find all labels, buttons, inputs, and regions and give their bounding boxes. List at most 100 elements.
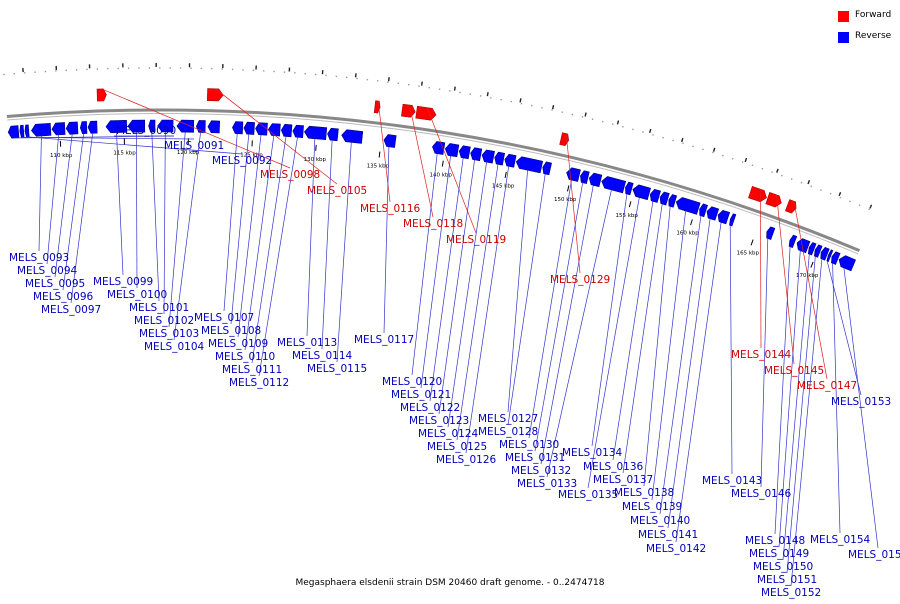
gene-mels-0111[interactable] bbox=[281, 124, 292, 137]
gene-mels-0091[interactable] bbox=[20, 125, 24, 137]
gene-label-mels-0155[interactable]: MELS_0155 bbox=[848, 549, 900, 561]
gene-mels-0106[interactable] bbox=[208, 121, 220, 133]
gene-mels-0092[interactable] bbox=[25, 125, 29, 137]
gene-label-mels-0130[interactable]: MELS_0130 bbox=[499, 439, 559, 451]
gene-label-mels-0118[interactable]: MELS_0118 bbox=[403, 218, 463, 230]
gene-label-mels-0121[interactable]: MELS_0121 bbox=[391, 389, 451, 401]
gene-label-mels-0091[interactable]: MELS_0091 bbox=[164, 140, 224, 152]
gene-label-mels-0092[interactable]: MELS_0092 bbox=[212, 155, 272, 167]
gene-mels-0124[interactable] bbox=[482, 150, 495, 163]
gene-label-mels-0135[interactable]: MELS_0135 bbox=[558, 489, 618, 501]
gene-label-mels-0152[interactable]: MELS_0152 bbox=[761, 587, 821, 599]
gene-mels-0119[interactable] bbox=[416, 106, 436, 120]
gene-label-mels-0123[interactable]: MELS_0123 bbox=[409, 415, 469, 427]
gene-mels-0098[interactable] bbox=[97, 89, 106, 101]
gene-label-mels-0098[interactable]: MELS_0098 bbox=[260, 169, 320, 181]
gene-label-mels-0139[interactable]: MELS_0139 bbox=[622, 501, 682, 513]
gene-label-mels-0138[interactable]: MELS_0138 bbox=[614, 487, 674, 499]
gene-mels-0090[interactable] bbox=[8, 126, 19, 139]
gene-label-mels-0114[interactable]: MELS_0114 bbox=[292, 350, 352, 362]
gene-label-mels-0108[interactable]: MELS_0108 bbox=[201, 325, 261, 337]
gene-label-mels-0115[interactable]: MELS_0115 bbox=[307, 363, 367, 375]
gene-mels-0138[interactable] bbox=[669, 195, 677, 208]
gene-mels-0149[interactable] bbox=[797, 239, 810, 253]
gene-label-mels-0137[interactable]: MELS_0137 bbox=[593, 474, 653, 486]
gene-mels-0121[interactable] bbox=[445, 144, 459, 157]
gene-label-mels-0149[interactable]: MELS_0149 bbox=[749, 548, 809, 560]
gene-label-mels-0105[interactable]: MELS_0105 bbox=[307, 185, 367, 197]
gene-label-mels-0125[interactable]: MELS_0125 bbox=[427, 441, 487, 453]
gene-label-mels-0117[interactable]: MELS_0117 bbox=[354, 334, 414, 346]
gene-label-mels-0154[interactable]: MELS_0154 bbox=[810, 534, 870, 546]
gene-mels-0134[interactable] bbox=[625, 182, 633, 195]
gene-mels-0144[interactable] bbox=[749, 186, 767, 201]
gene-label-mels-0128[interactable]: MELS_0128 bbox=[478, 426, 538, 438]
gene-mels-0147[interactable] bbox=[785, 200, 796, 214]
gene-label-mels-0097[interactable]: MELS_0097 bbox=[41, 304, 101, 316]
gene-mels-0112[interactable] bbox=[293, 125, 304, 138]
gene-mels-0115[interactable] bbox=[342, 130, 363, 144]
gene-mels-0110[interactable] bbox=[268, 124, 280, 137]
gene-label-mels-0093[interactable]: MELS_0093 bbox=[9, 252, 69, 264]
gene-mels-0139[interactable] bbox=[676, 197, 700, 214]
gene-label-mels-0112[interactable]: MELS_0112 bbox=[229, 377, 289, 389]
gene-label-mels-0100[interactable]: MELS_0100 bbox=[107, 289, 167, 301]
gene-label-mels-0124[interactable]: MELS_0124 bbox=[418, 428, 478, 440]
gene-label-mels-0142[interactable]: MELS_0142 bbox=[646, 543, 706, 555]
gene-mels-0107[interactable] bbox=[232, 122, 243, 134]
gene-mels-0136[interactable] bbox=[650, 189, 660, 202]
gene-mels-0096[interactable] bbox=[80, 122, 87, 134]
gene-mels-0113[interactable] bbox=[304, 126, 326, 140]
gene-mels-0094[interactable] bbox=[52, 123, 65, 136]
gene-mels-0143[interactable] bbox=[730, 214, 736, 226]
gene-mels-0093[interactable] bbox=[31, 123, 51, 136]
gene-mels-0108[interactable] bbox=[244, 122, 255, 134]
gene-label-mels-0116[interactable]: MELS_0116 bbox=[360, 203, 420, 215]
gene-mels-0122[interactable] bbox=[459, 146, 470, 159]
gene-label-mels-0113[interactable]: MELS_0113 bbox=[277, 337, 337, 349]
gene-label-mels-0101[interactable]: MELS_0101 bbox=[129, 302, 189, 314]
gene-mels-0135[interactable] bbox=[633, 185, 651, 200]
gene-label-mels-0120[interactable]: MELS_0120 bbox=[382, 376, 442, 388]
gene-mels-0148[interactable] bbox=[789, 235, 797, 248]
gene-mels-0097[interactable] bbox=[88, 121, 97, 133]
gene-label-mels-0102[interactable]: MELS_0102 bbox=[134, 315, 194, 327]
gene-mels-0154[interactable] bbox=[831, 252, 840, 265]
gene-mels-0125[interactable] bbox=[495, 152, 505, 165]
gene-mels-0140[interactable] bbox=[700, 204, 708, 217]
gene-label-mels-0129[interactable]: MELS_0129 bbox=[550, 274, 610, 286]
gene-mels-0117[interactable] bbox=[384, 135, 396, 148]
gene-mels-0142[interactable] bbox=[718, 210, 730, 224]
gene-label-mels-0140[interactable]: MELS_0140 bbox=[630, 515, 690, 527]
gene-label-mels-0127[interactable]: MELS_0127 bbox=[478, 413, 538, 425]
gene-mels-0130[interactable] bbox=[567, 168, 581, 182]
gene-label-mels-0096[interactable]: MELS_0096 bbox=[33, 291, 93, 303]
gene-mels-0133[interactable] bbox=[602, 177, 626, 193]
gene-mels-0131[interactable] bbox=[580, 171, 589, 184]
gene-label-mels-0146[interactable]: MELS_0146 bbox=[731, 488, 791, 500]
gene-label-mels-0110[interactable]: MELS_0110 bbox=[215, 351, 275, 363]
gene-label-mels-0104[interactable]: MELS_0104 bbox=[144, 341, 204, 353]
gene-mels-0137[interactable] bbox=[660, 192, 669, 205]
gene-label-mels-0143[interactable]: MELS_0143 bbox=[702, 475, 762, 487]
gene-label-mels-0144[interactable]: MELS_0144 bbox=[731, 349, 791, 361]
gene-label-mels-0107[interactable]: MELS_0107 bbox=[194, 312, 254, 324]
gene-label-mels-0134[interactable]: MELS_0134 bbox=[562, 447, 622, 459]
gene-mels-0105[interactable] bbox=[207, 89, 223, 101]
gene-mels-0145[interactable] bbox=[766, 192, 782, 207]
gene-mels-0114[interactable] bbox=[328, 128, 339, 141]
gene-mels-0095[interactable] bbox=[66, 122, 78, 134]
gene-mels-0141[interactable] bbox=[707, 207, 719, 221]
gene-label-mels-0126[interactable]: MELS_0126 bbox=[436, 454, 496, 466]
gene-label-mels-0090[interactable]: MELS_0090 bbox=[116, 125, 176, 137]
gene-mels-0146[interactable] bbox=[767, 227, 775, 240]
gene-label-mels-0103[interactable]: MELS_0103 bbox=[139, 328, 199, 340]
gene-mels-0118[interactable] bbox=[401, 104, 415, 117]
gene-label-mels-0145[interactable]: MELS_0145 bbox=[764, 365, 824, 377]
gene-label-mels-0122[interactable]: MELS_0122 bbox=[400, 402, 460, 414]
gene-label-mels-0094[interactable]: MELS_0094 bbox=[17, 265, 77, 277]
gene-mels-0127[interactable] bbox=[516, 157, 543, 173]
gene-label-mels-0147[interactable]: MELS_0147 bbox=[797, 380, 857, 392]
gene-label-mels-0095[interactable]: MELS_0095 bbox=[25, 278, 85, 290]
gene-label-mels-0131[interactable]: MELS_0131 bbox=[505, 452, 565, 464]
